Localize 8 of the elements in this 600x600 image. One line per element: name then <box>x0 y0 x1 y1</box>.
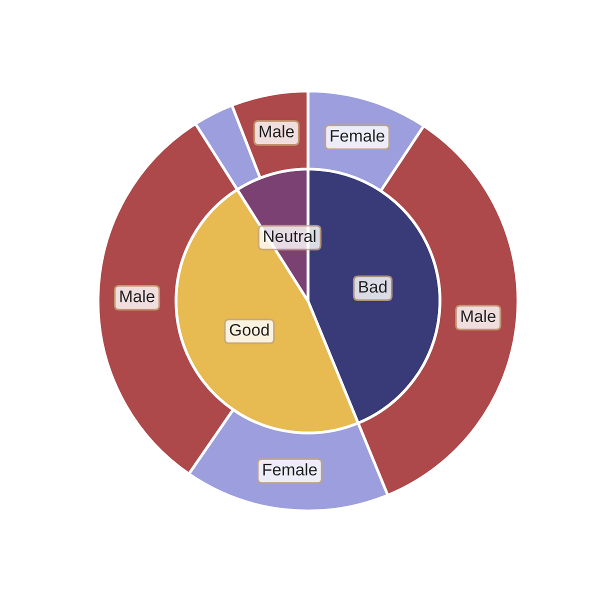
data-label: Female <box>330 129 384 142</box>
data-label: Good <box>230 324 269 336</box>
data-label: Male <box>120 290 154 302</box>
data-label: Male <box>461 310 496 322</box>
data-label: Female <box>263 463 317 476</box>
data-label: Bad <box>359 280 387 293</box>
data-label: Male <box>260 125 294 138</box>
data-label: Neutral <box>264 230 316 242</box>
